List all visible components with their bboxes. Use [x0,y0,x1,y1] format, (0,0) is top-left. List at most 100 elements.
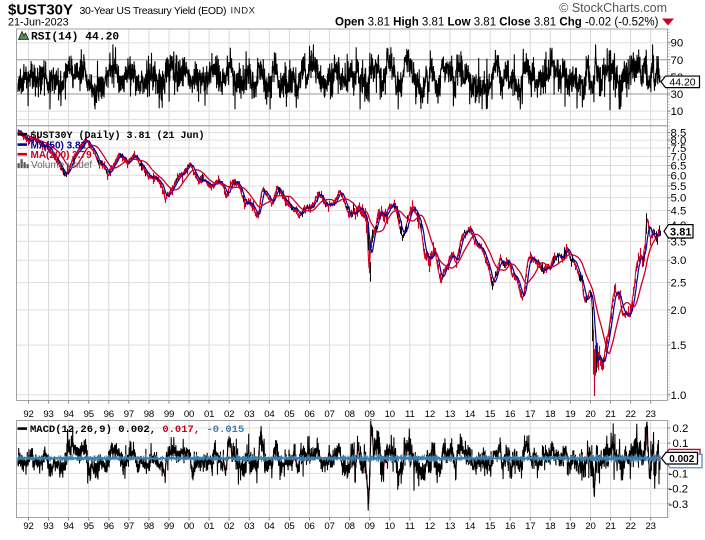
svg-text:15: 15 [485,409,495,420]
svg-text:95: 95 [84,409,94,420]
svg-text:$UST30Y (Daily) 3.81 (21 Jun): $UST30Y (Daily) 3.81 (21 Jun) [31,130,205,142]
svg-text:MA(200) 3.79: MA(200) 3.79 [31,150,93,161]
svg-text:0.002: 0.002 [669,454,694,465]
svg-text:19: 19 [565,409,575,420]
svg-text:04: 04 [264,521,275,532]
svg-text:99: 99 [164,521,174,532]
svg-text:3.5: 3.5 [671,236,687,248]
svg-text:05: 05 [284,409,294,420]
svg-text:07: 07 [324,521,334,532]
svg-text:94: 94 [63,409,74,420]
svg-text:20: 20 [585,521,595,532]
svg-text:1.0: 1.0 [671,390,687,402]
svg-text:01: 01 [204,521,214,532]
svg-text:21: 21 [605,409,615,420]
svg-text:15: 15 [485,521,495,532]
svg-text:22: 22 [625,409,635,420]
svg-text:90: 90 [671,38,684,50]
svg-text:4.5: 4.5 [671,206,687,218]
svg-text:92: 92 [23,521,33,532]
svg-text:12: 12 [425,521,435,532]
svg-text:03: 03 [244,521,254,532]
svg-text:06: 06 [304,521,314,532]
svg-text:22: 22 [625,521,635,532]
svg-text:11: 11 [405,409,415,420]
svg-text:-0.2: -0.2 [669,484,689,496]
svg-text:11: 11 [405,521,415,532]
svg-text:02: 02 [224,521,234,532]
svg-text:08: 08 [344,409,354,420]
svg-text:0.2: 0.2 [673,423,689,435]
svg-text:18: 18 [545,521,555,532]
svg-text:10: 10 [671,106,684,118]
svg-text:8.5: 8.5 [671,128,687,140]
svg-text:17: 17 [525,521,535,532]
svg-text:97: 97 [124,521,134,532]
svg-text:21: 21 [605,521,615,532]
svg-text:95: 95 [84,521,94,532]
svg-text:13: 13 [445,521,455,532]
svg-text:44.20: 44.20 [669,77,695,89]
svg-text:3.0: 3.0 [671,255,687,267]
svg-text:RSI(14) 44.20: RSI(14) 44.20 [31,32,119,44]
svg-text:21-Jun-2023: 21-Jun-2023 [8,17,69,29]
svg-text:2.0: 2.0 [671,305,687,317]
svg-text:3.81: 3.81 [670,226,691,238]
svg-text:MA(50) 3.82: MA(50) 3.82 [31,140,87,151]
svg-text:02: 02 [224,409,234,420]
svg-text:0.1: 0.1 [673,438,689,450]
svg-text:23: 23 [646,521,656,532]
svg-text:-0.1: -0.1 [669,468,689,480]
svg-text:16: 16 [505,409,515,420]
svg-text:00: 00 [184,409,194,420]
svg-text:14: 14 [465,521,476,532]
svg-text:70: 70 [671,55,684,67]
svg-text:5.5: 5.5 [671,181,687,193]
svg-text:Volume undef: Volume undef [31,160,92,171]
svg-text:-0.3: -0.3 [669,499,689,511]
svg-text:10: 10 [385,409,395,420]
svg-text:08: 08 [344,521,354,532]
svg-text:98: 98 [144,521,154,532]
svg-text:09: 09 [365,521,375,532]
svg-text:03: 03 [244,409,254,420]
svg-text:92: 92 [23,409,33,420]
svg-text:© StockCharts.com: © StockCharts.com [559,1,667,15]
svg-text:96: 96 [104,521,114,532]
svg-text:30-Year US Treasury Yield (EOD: 30-Year US Treasury Yield (EOD) [80,5,227,17]
svg-text:1.5: 1.5 [671,340,687,352]
svg-text:8.0: 8.0 [671,135,687,147]
svg-text:04: 04 [264,409,275,420]
svg-text:16: 16 [505,521,515,532]
svg-text:97: 97 [124,409,134,420]
svg-text:93: 93 [43,409,53,420]
svg-text:96: 96 [104,409,114,420]
svg-text:00: 00 [184,521,194,532]
svg-text:99: 99 [164,409,174,420]
svg-text:2.5: 2.5 [671,278,687,290]
svg-text:12: 12 [425,409,435,420]
svg-text:$UST30Y: $UST30Y [8,2,73,19]
svg-text:93: 93 [43,521,53,532]
svg-text:30: 30 [671,89,684,101]
svg-text:14: 14 [465,409,476,420]
svg-text:17: 17 [525,409,535,420]
svg-text:7.5: 7.5 [671,143,687,155]
svg-text:01: 01 [204,409,214,420]
svg-text:INDX: INDX [231,6,256,17]
svg-text:06: 06 [304,409,314,420]
svg-text:94: 94 [63,521,74,532]
svg-text:5.0: 5.0 [671,193,687,205]
svg-text:98: 98 [144,409,154,420]
svg-text:09: 09 [365,409,375,420]
svg-text:20: 20 [585,409,595,420]
svg-text:7.0: 7.0 [671,151,687,163]
svg-text:18: 18 [545,409,555,420]
svg-text:23: 23 [646,409,656,420]
svg-text:MACD(12,26,9) 0.002, 0.017, -0: MACD(12,26,9) 0.002, 0.017, -0.015 [30,424,244,436]
svg-text:13: 13 [445,409,455,420]
svg-text:10: 10 [385,521,395,532]
svg-text:6.5: 6.5 [671,161,687,173]
svg-text:Open 3.81 High 3.81 Low 3.81 C: Open 3.81 High 3.81 Low 3.81 Close 3.81 … [335,17,659,29]
svg-text:19: 19 [565,521,575,532]
